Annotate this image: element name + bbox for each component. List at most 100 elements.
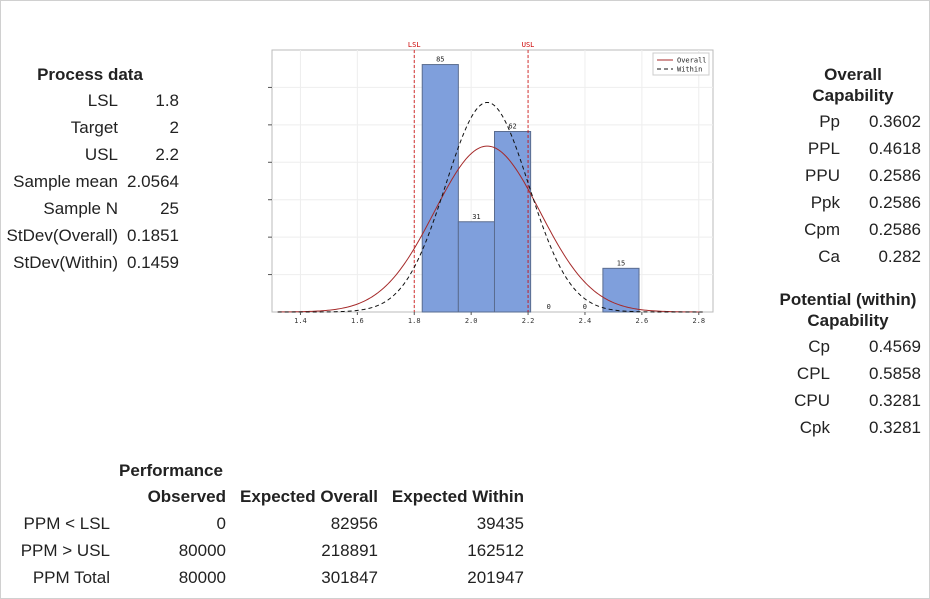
- process-data-label: LSL: [87, 91, 118, 110]
- overall-capability-label: Ppk: [810, 193, 840, 212]
- overall-capability-row: Cpm 0.2586: [778, 216, 921, 243]
- histogram-bar: [602, 267, 640, 313]
- header-observed: Observed: [147, 487, 226, 506]
- observed-value: 80000: [178, 568, 226, 587]
- header-expected-overall: Expected Overall: [240, 487, 378, 506]
- spec-label: USL: [522, 41, 535, 49]
- overall-capability-label: PPU: [805, 166, 840, 185]
- potential-title-line2: Capability: [807, 311, 889, 330]
- bar-value-label: 0: [583, 303, 587, 311]
- performance-title: Performance: [119, 461, 223, 480]
- row-label: PPM < LSL: [23, 514, 110, 533]
- potential-capability-label: Cpk: [799, 418, 830, 437]
- process-data-label: Sample mean: [13, 172, 118, 191]
- process-data-row: Sample N 25: [0, 195, 179, 222]
- potential-capability-title: Potential (within) Capability: [770, 289, 926, 331]
- overall-capability-label: Cpm: [804, 220, 840, 239]
- potential-capability-label: Cp: [808, 337, 830, 356]
- process-data-title: Process data: [37, 65, 143, 84]
- process-data-value: 0.1459: [127, 253, 179, 272]
- expected-overall-value: 218891: [321, 541, 378, 560]
- expected-within-value: 39435: [476, 514, 524, 533]
- process-data-row: StDev(Overall) 0.1851: [0, 222, 179, 249]
- potential-capability-row: CPU 0.3281: [778, 387, 921, 414]
- process-data-row: USL 2.2: [0, 141, 179, 168]
- expected-overall-value: 301847: [321, 568, 378, 587]
- normal-curve-within: [277, 101, 703, 313]
- process-data-row: LSL 1.8: [0, 87, 179, 114]
- observed-value: 0: [216, 514, 226, 533]
- legend-label: Overall: [677, 57, 707, 65]
- overall-capability-value: 0.2586: [869, 193, 921, 212]
- process-data-value: 2.0564: [127, 172, 179, 191]
- overall-capability-row: PPU 0.2586: [778, 162, 921, 189]
- overall-capability-value: 0.2586: [869, 166, 921, 185]
- potential-capability-value: 0.4569: [869, 337, 921, 356]
- bar-value-label: 62: [508, 123, 516, 131]
- process-data-value: 2.2: [155, 145, 179, 164]
- potential-capability-row: Cpk 0.3281: [778, 414, 921, 441]
- overall-title-line1: Overall: [824, 65, 882, 84]
- process-data-value: 25: [160, 199, 179, 218]
- bar-value-label: 15: [617, 259, 625, 267]
- x-tick-label: 2.6: [636, 317, 649, 325]
- bar-value-label: 0: [547, 303, 551, 311]
- potential-capability-value: 0.3281: [869, 391, 921, 410]
- performance-row: PPM > USL 80000 218891 162512: [0, 537, 524, 564]
- process-data-value: 2: [169, 118, 179, 137]
- histogram-bar: [421, 64, 459, 313]
- potential-title-line1: Potential (within): [779, 290, 917, 309]
- performance-header-row: Observed Expected Overall Expected Withi…: [0, 483, 524, 510]
- legend-label: Within: [677, 66, 702, 74]
- process-data-row: Target 2: [0, 114, 179, 141]
- potential-capability-row: Cp 0.4569: [778, 333, 921, 360]
- process-data-label: Sample N: [43, 199, 118, 218]
- process-data-row: Sample mean 2.0564: [0, 168, 179, 195]
- header-expected-within: Expected Within: [391, 487, 524, 506]
- process-data-row: StDev(Within) 0.1459: [0, 249, 179, 276]
- x-tick-label: 2.2: [522, 317, 535, 325]
- process-data-label: USL: [84, 145, 118, 164]
- potential-capability-value: 0.3281: [869, 418, 921, 437]
- expected-within-value: 201947: [467, 568, 524, 587]
- row-label: PPM > USL: [20, 541, 110, 560]
- performance-table: Observed Expected Overall Expected Withi…: [0, 483, 524, 591]
- process-data-label: StDev(Overall): [6, 226, 118, 245]
- performance-row: PPM < LSL 0 82956 39435: [0, 510, 524, 537]
- x-tick-label: 1.6: [351, 317, 364, 325]
- overall-capability-label: PPL: [807, 139, 840, 158]
- overall-capability-table: Pp 0.3602 PPL 0.4618 PPU 0.2586 Ppk 0.2586 Cpm 0.…: [778, 108, 921, 270]
- row-label: PPM Total: [32, 568, 110, 587]
- x-tick-label: 2.0: [465, 317, 478, 325]
- expected-within-value: 162512: [467, 541, 524, 560]
- capability-histogram: 85 31 62 0 0 15 LSL USL 1.4 1.6 1.8 2.0 2.2 2.4 2.6 2.8…: [268, 41, 714, 325]
- normal-curve-overall: [277, 145, 703, 313]
- x-tick-label: 1.8: [408, 317, 421, 325]
- process-data-table: LSL 1.8 Target 2 USL 2.2 Sample mean 2.0564 Samp…: [0, 87, 179, 276]
- potential-capability-table: Cp 0.4569 CPL 0.5858 CPU 0.3281 Cpk 0.3281: [778, 333, 921, 441]
- overall-capability-value: 0.282: [878, 247, 921, 266]
- overall-capability-value: 0.2586: [869, 220, 921, 239]
- x-tick-label: 1.4: [294, 317, 307, 325]
- performance-row: PPM Total 80000 301847 201947: [0, 564, 524, 591]
- x-tick-label: 2.8: [692, 317, 705, 325]
- observed-value: 80000: [178, 541, 226, 560]
- overall-capability-row: PPL 0.4618: [778, 135, 921, 162]
- potential-capability-label: CPL: [796, 364, 830, 383]
- expected-overall-value: 82956: [330, 514, 378, 533]
- overall-capability-label: Ca: [818, 247, 840, 266]
- overall-capability-value: 0.4618: [869, 139, 921, 158]
- process-data-label: Target: [70, 118, 118, 137]
- overall-capability-label: Pp: [819, 112, 840, 131]
- x-tick-label: 2.4: [579, 317, 592, 325]
- process-data-value: 0.1851: [127, 226, 179, 245]
- histogram-bar: [493, 131, 532, 313]
- overall-capability-value: 0.3602: [869, 112, 921, 131]
- spec-label: LSL: [408, 41, 421, 49]
- bar-value-label: 31: [472, 213, 480, 221]
- overall-title-line2: Capability: [812, 86, 894, 105]
- histogram-bar: [457, 221, 495, 313]
- overall-capability-row: Ca 0.282: [778, 243, 921, 270]
- process-data-label: StDev(Within): [13, 253, 118, 272]
- potential-capability-row: CPL 0.5858: [778, 360, 921, 387]
